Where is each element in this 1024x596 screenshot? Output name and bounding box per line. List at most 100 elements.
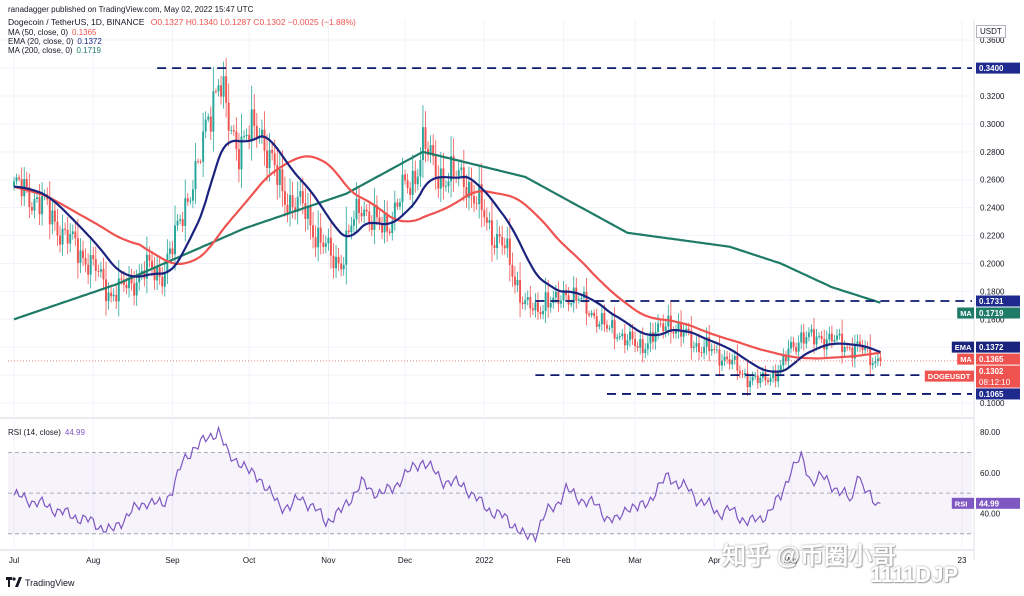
candle-body (439, 168, 442, 189)
candle-body (485, 217, 488, 223)
candle-body (347, 230, 350, 233)
candle-body (340, 263, 343, 270)
watermark-id: 1111DJP (870, 562, 959, 587)
candle-body (465, 187, 468, 198)
candle-body (13, 181, 15, 187)
time-tick-label: Sep (165, 556, 180, 565)
candle-body (447, 181, 450, 187)
current-price-bg (976, 365, 1020, 388)
candle-body (756, 375, 759, 384)
time-tick-label: Apr (708, 556, 721, 565)
rsi-value-badge-bg (976, 497, 1020, 509)
candle-body (800, 332, 803, 343)
candle-body (460, 167, 463, 171)
candle-body (744, 372, 746, 375)
time-tick-label: Dec (398, 556, 412, 565)
candle-body (470, 181, 473, 196)
candle-body (657, 323, 660, 332)
candle-body (189, 200, 192, 202)
candle-body (488, 220, 491, 223)
candle-body (746, 372, 749, 388)
candle-body (345, 230, 348, 265)
candle-body (703, 346, 706, 353)
candle-body (797, 342, 800, 352)
candle-body (836, 335, 838, 340)
candle-body (401, 174, 404, 203)
candle-body (838, 333, 841, 336)
candle-body (590, 312, 593, 316)
price-tick-label: 0.1600 (980, 315, 1005, 324)
candle-body (787, 348, 790, 362)
ema20-line (13, 135, 881, 373)
tradingview-brand[interactable]: TradingView (6, 577, 75, 589)
candle-body (51, 210, 54, 225)
candle-body (378, 217, 381, 225)
candle-body (202, 131, 205, 162)
candle-body (414, 170, 417, 185)
candle-body (721, 360, 723, 366)
candle-body (15, 177, 18, 182)
candle-body (130, 277, 133, 284)
candle-body (726, 356, 729, 360)
candle-body (777, 371, 780, 382)
rsi-legend[interactable]: RSI (14, close) 44.99 (8, 428, 85, 437)
candle-body (450, 156, 453, 182)
legend-ma200[interactable]: MA (200, close, 0) 0.1719 (8, 46, 101, 55)
candle-body (496, 233, 499, 249)
candle-body (278, 169, 281, 186)
candle-body (112, 294, 115, 297)
level-badge-01065-bg (976, 388, 1020, 400)
candle-body (99, 269, 102, 272)
candle-body (570, 303, 573, 305)
candle-body (220, 85, 222, 97)
candle-body (248, 134, 251, 142)
candle-body (120, 278, 123, 280)
legend-ema20[interactable]: EMA (20, close, 0) 0.1372 (8, 37, 102, 46)
candle-body (731, 359, 734, 365)
candle-body (381, 224, 384, 233)
candle-body (593, 312, 596, 317)
candle-body (30, 206, 33, 211)
currency-label[interactable]: USDT (976, 25, 1006, 38)
candle-body (306, 206, 309, 219)
ma200-tag: MA (960, 309, 972, 318)
candle-body (713, 349, 716, 350)
candle-body (191, 189, 194, 201)
candle-body (416, 176, 419, 185)
time-tick-label: Nov (321, 556, 335, 565)
candle-body (524, 300, 527, 305)
legend-ma50[interactable]: MA (50, close, 0) 0.1365 (8, 28, 97, 37)
candle-countdown: 08:12:10 (979, 378, 1011, 387)
candle-body (373, 205, 376, 230)
ma200-badge: 0.1719 (979, 309, 1004, 318)
candle-body (66, 229, 69, 244)
candle-body (738, 370, 741, 374)
candle-body (833, 339, 836, 342)
candle-body (493, 245, 496, 249)
candle-body (61, 228, 64, 245)
ma50-tag: MA (960, 355, 972, 364)
candle-body (457, 170, 460, 178)
candle-body (350, 225, 353, 233)
candle-body (741, 373, 744, 375)
candle-body (792, 341, 795, 348)
candle-body (710, 349, 713, 352)
candle-body (214, 91, 217, 93)
candle-body (718, 349, 721, 366)
candle-body (317, 227, 320, 248)
candle-body (508, 238, 511, 265)
candle-body (526, 297, 529, 301)
candle-body (360, 212, 363, 217)
candle-body (483, 210, 486, 218)
ma200-line (13, 150, 881, 321)
candle-body (266, 150, 269, 168)
candle-body (59, 235, 61, 245)
candle-body (437, 176, 440, 189)
candle-body (391, 220, 394, 234)
candle-body (874, 361, 877, 364)
candle-body (516, 280, 519, 286)
candle-body (651, 332, 654, 342)
candle-body (749, 380, 752, 388)
